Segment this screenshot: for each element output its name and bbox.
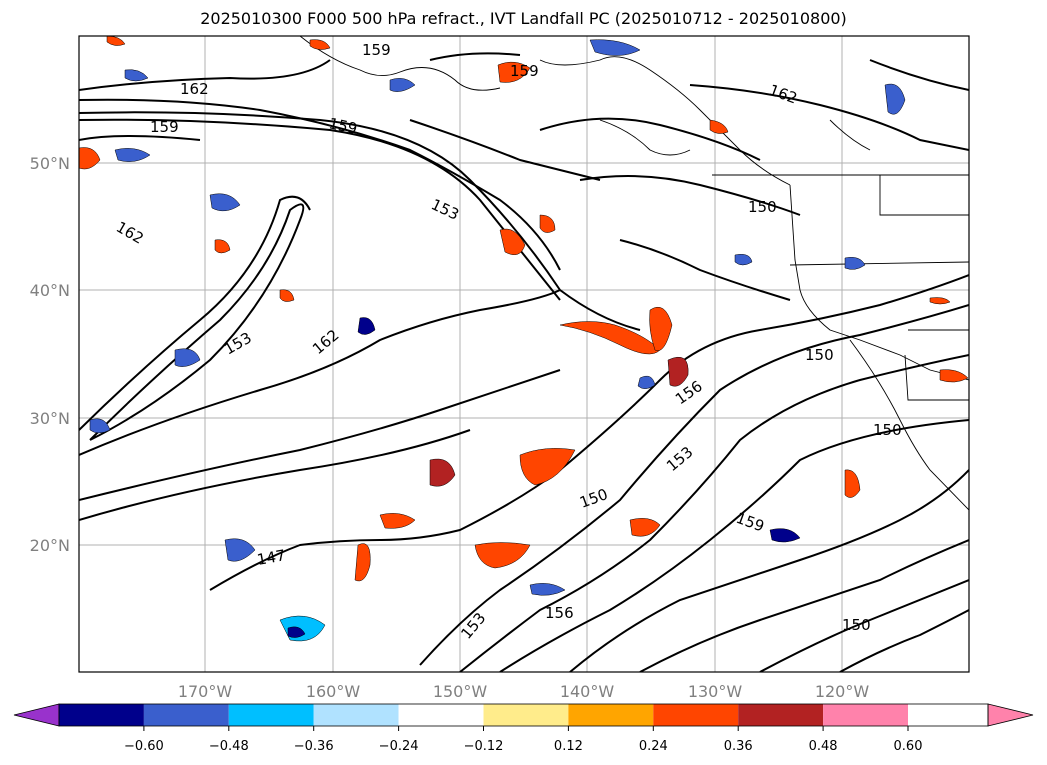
colorbar-tick-label: −0.48 bbox=[209, 739, 249, 754]
contour-label: 150 bbox=[842, 616, 871, 634]
contour-label: 150 bbox=[873, 421, 902, 439]
latitude-tick-labels: 50°N 40°N 30°N 20°N bbox=[30, 154, 70, 555]
lon-tick-label: 160°W bbox=[306, 682, 361, 701]
contour-label: 159 bbox=[510, 62, 539, 80]
page-title: 2025010300 F000 500 hPa refract., IVT La… bbox=[200, 9, 847, 28]
colorbar-segment bbox=[568, 704, 654, 726]
colorbar-tick-label: −0.60 bbox=[124, 739, 164, 754]
colorbar: −0.60 −0.48 −0.36 −0.24 −0.12 0.12 0.24 … bbox=[13, 703, 1034, 754]
lon-tick-label: 170°W bbox=[178, 682, 233, 701]
colorbar-segment bbox=[228, 704, 314, 726]
colorbar-segment bbox=[313, 704, 399, 726]
lon-tick-label: 130°W bbox=[688, 682, 743, 701]
lat-tick-label: 50°N bbox=[30, 154, 70, 173]
contour-label: 159 bbox=[150, 118, 179, 136]
colorbar-segment bbox=[653, 704, 739, 726]
contour-label: 159 bbox=[327, 114, 359, 138]
colorbar-high-extend bbox=[987, 703, 1034, 727]
colorbar-tick-label: −0.36 bbox=[294, 739, 334, 754]
contour-label: 162 bbox=[180, 80, 209, 98]
contour-label: 150 bbox=[805, 346, 834, 364]
colorbar-tick-label: 0.24 bbox=[639, 739, 668, 754]
map-panel bbox=[79, 36, 969, 672]
contour-label: 159 bbox=[362, 41, 391, 59]
lon-tick-label: 120°W bbox=[815, 682, 870, 701]
colorbar-segment bbox=[738, 704, 824, 726]
map-frame bbox=[78, 35, 970, 673]
lat-tick-label: 40°N bbox=[30, 281, 70, 300]
colorbar-tick-label: 0.60 bbox=[894, 739, 923, 754]
negative-anomaly-patches bbox=[89, 39, 906, 642]
colorbar-low-extend bbox=[13, 703, 60, 727]
colorbar-frame bbox=[58, 703, 989, 727]
contour-label: 147 bbox=[256, 546, 287, 569]
lon-tick-label: 150°W bbox=[433, 682, 488, 701]
colorbar-segment bbox=[398, 704, 484, 726]
contour-label: 150 bbox=[748, 198, 777, 216]
longitude-tick-labels: 170°W 160°W 150°W 140°W 130°W 120°W bbox=[178, 682, 870, 701]
colorbar-tick-label: 0.48 bbox=[809, 739, 838, 754]
colorbar-tick-label: −0.24 bbox=[379, 739, 419, 754]
colorbar-segment bbox=[59, 704, 144, 726]
colorbar-tick-label: 0.12 bbox=[554, 739, 583, 754]
colorbar-tick-labels: −0.60 −0.48 −0.36 −0.24 −0.12 0.12 0.24 … bbox=[124, 726, 922, 754]
lon-tick-label: 140°W bbox=[560, 682, 615, 701]
colorbar-tick-label: −0.12 bbox=[464, 739, 504, 754]
lat-tick-label: 30°N bbox=[30, 409, 70, 428]
colorbar-tick-label: 0.36 bbox=[724, 739, 753, 754]
colorbar-segment bbox=[823, 704, 908, 726]
lat-tick-label: 20°N bbox=[30, 536, 70, 555]
colorbar-segment bbox=[483, 704, 569, 726]
positive-anomaly-patches bbox=[79, 36, 969, 582]
contour-label: 156 bbox=[545, 604, 574, 622]
colorbar-segment bbox=[143, 704, 229, 726]
